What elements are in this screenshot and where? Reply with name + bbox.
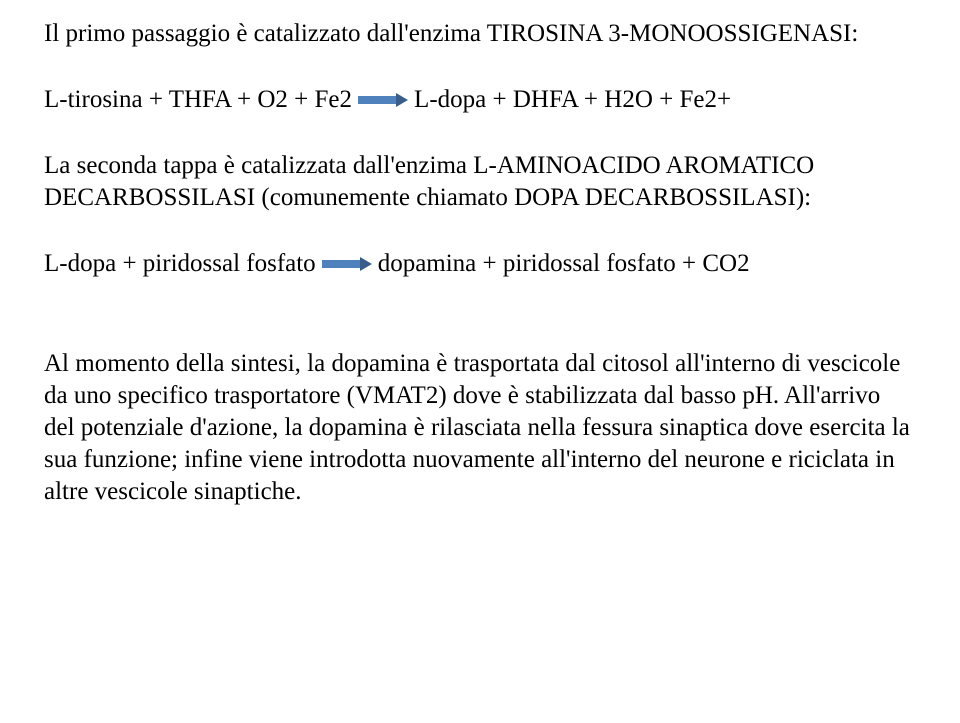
reaction-1: L-tirosina + THFA + O2 + Fe2 L-dopa + DH…: [44, 84, 916, 116]
slide-content: Il primo passaggio è catalizzato dall'en…: [0, 0, 960, 508]
paragraph-3: Al momento della sintesi, la dopamina è …: [44, 348, 916, 508]
arrow-icon: [322, 257, 372, 271]
paragraph-1: Il primo passaggio è catalizzato dall'en…: [44, 18, 916, 50]
reaction-2-right: dopamina + piridossal fosfato + CO2: [378, 248, 750, 280]
reaction-2-left: L-dopa + piridossal fosfato: [44, 248, 316, 280]
spacer: [44, 314, 916, 348]
reaction-1-left: L-tirosina + THFA + O2 + Fe2: [44, 84, 352, 116]
arrow-icon: [358, 93, 408, 107]
reaction-2: L-dopa + piridossal fosfato dopamina + p…: [44, 248, 916, 280]
reaction-1-right: L-dopa + DHFA + H2O + Fe2+: [414, 84, 731, 116]
paragraph-2: La seconda tappa è catalizzata dall'enzi…: [44, 150, 916, 214]
